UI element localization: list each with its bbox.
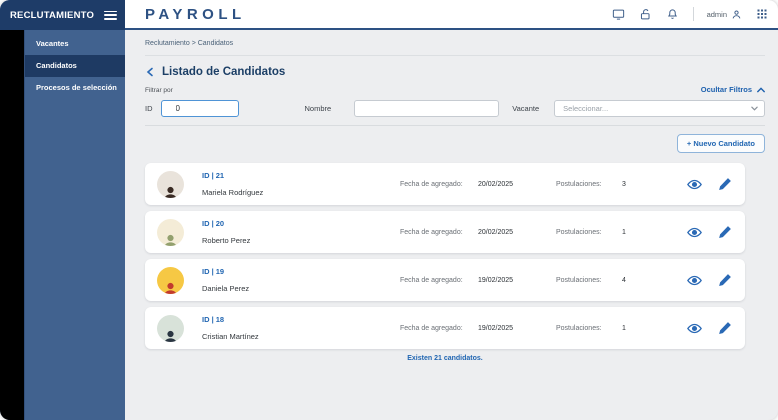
avatar (157, 170, 184, 198)
person-icon (164, 330, 177, 342)
fecha-value: 20/02/2025 (478, 228, 514, 236)
candidate-id: ID | 18 (202, 315, 225, 324)
fecha-label: Fecha de agregado: (400, 276, 463, 284)
edit-candidate-pencil-icon[interactable] (715, 319, 733, 337)
edit-candidate-pencil-icon[interactable] (715, 271, 733, 289)
vacante-filter-label: Vacante (512, 104, 540, 113)
candidate-name: Cristian Martínez (202, 332, 259, 341)
edit-candidate-pencil-icon[interactable] (715, 223, 733, 241)
postulaciones-value: 1 (622, 228, 626, 236)
vacante-select[interactable]: Seleccionar... (554, 100, 765, 117)
sidebar-black-rail (0, 30, 24, 420)
postulaciones-value: 1 (622, 324, 626, 332)
menu-icon[interactable] (104, 10, 117, 20)
view-candidate-eye-icon[interactable] (685, 223, 703, 241)
candidate-info: ID | 18 Cristian Martínez (202, 314, 367, 342)
breadcrumb[interactable]: Reclutamiento > Candidatos (145, 30, 765, 56)
avatar (157, 314, 184, 342)
candidate-card: ID | 18 Cristian Martínez Fecha de agreg… (145, 307, 745, 349)
monitor-icon[interactable] (612, 7, 626, 21)
candidate-id: ID | 21 (202, 171, 225, 180)
filter-by-label: Filtrar por (145, 87, 173, 94)
bell-icon[interactable] (666, 7, 680, 21)
nombre-filter-input[interactable] (354, 100, 500, 117)
fecha-value: 20/02/2025 (478, 180, 514, 188)
topbar-divider (692, 7, 694, 21)
fecha-label: Fecha de agregado: (400, 324, 463, 332)
fecha-label: Fecha de agregado: (400, 180, 463, 188)
candidate-info: ID | 20 Roberto Perez (202, 218, 367, 246)
apps-grid-icon[interactable] (755, 7, 769, 21)
unlock-icon[interactable] (639, 7, 653, 21)
sidebar-menu: Vacantes Candidatos Procesos de selecció… (24, 30, 125, 420)
sidebar-item-procesos[interactable]: Procesos de selección (36, 82, 117, 92)
postulaciones-label: Postulaciones: (556, 180, 602, 188)
topbar-icons: admin (612, 7, 769, 21)
filters-divider (145, 125, 765, 126)
candidate-info: ID | 21 Mariela Rodríguez (202, 170, 367, 198)
sidebar-body: Vacantes Candidatos Procesos de selecció… (0, 30, 125, 420)
avatar (157, 266, 184, 294)
user-icon (732, 10, 741, 19)
nombre-filter-label: Nombre (304, 104, 332, 113)
view-candidate-eye-icon[interactable] (685, 175, 703, 193)
postulaciones-value: 3 (622, 180, 626, 188)
filter-row: ID Nombre Vacante Seleccionar... (145, 100, 765, 117)
hide-filters-label: Ocultar Filtros (700, 85, 752, 94)
person-icon (164, 186, 177, 198)
candidate-card: ID | 19 Daniela Perez Fecha de agregado:… (145, 259, 745, 301)
filter-header: Filtrar por Ocultar Filtros (145, 85, 765, 94)
actions-row: + Nuevo Candidato (145, 134, 765, 153)
postulaciones-label: Postulaciones: (556, 276, 602, 284)
user-label: admin (706, 9, 727, 19)
topbar: PAYROLL admin (125, 0, 778, 30)
back-icon[interactable] (145, 67, 155, 77)
main-area: PAYROLL admin (125, 0, 778, 420)
fecha-label: Fecha de agregado: (400, 228, 463, 236)
chevron-down-icon (751, 106, 758, 111)
chevron-up-icon (757, 86, 765, 92)
candidate-name: Daniela Perez (202, 284, 250, 293)
sidebar-brand-bar: RECLUTAMIENTO (0, 0, 125, 30)
list-count-footer: Existen 21 candidatos. (407, 355, 483, 362)
candidate-name: Roberto Perez (202, 236, 251, 245)
user-menu[interactable]: admin (707, 9, 742, 20)
avatar (157, 218, 184, 246)
postulaciones-label: Postulaciones: (556, 228, 602, 236)
candidate-list: ID | 21 Mariela Rodríguez Fecha de agreg… (145, 163, 745, 349)
edit-candidate-pencil-icon[interactable] (715, 175, 733, 193)
content: Reclutamiento > Candidatos Listado de Ca… (125, 30, 778, 420)
view-candidate-eye-icon[interactable] (685, 319, 703, 337)
person-icon (164, 234, 177, 246)
new-candidate-button[interactable]: + Nuevo Candidato (676, 134, 765, 153)
postulaciones-label: Postulaciones: (556, 324, 602, 332)
view-candidate-eye-icon[interactable] (685, 271, 703, 289)
candidate-info: ID | 19 Daniela Perez (202, 266, 367, 294)
fecha-value: 19/02/2025 (478, 276, 514, 284)
postulaciones-value: 4 (622, 276, 626, 284)
page-title-row: Listado de Candidatos (145, 66, 765, 78)
sidebar-item-candidatos[interactable]: Candidatos (25, 54, 125, 77)
sidebar-brand-title: RECLUTAMIENTO (10, 9, 95, 21)
hide-filters-link[interactable]: Ocultar Filtros (701, 85, 765, 94)
vacante-select-value: Seleccionar... (563, 104, 609, 113)
candidate-name: Mariela Rodríguez (202, 188, 264, 197)
candidate-card: ID | 20 Roberto Perez Fecha de agregado:… (145, 211, 745, 253)
sidebar: RECLUTAMIENTO Vacantes Candidatos Proces… (0, 0, 125, 420)
payroll-logo: PAYROLL (145, 5, 246, 23)
candidate-id: ID | 20 (202, 219, 225, 228)
candidate-card: ID | 21 Mariela Rodríguez Fecha de agreg… (145, 163, 745, 205)
sidebar-item-vacantes[interactable]: Vacantes (36, 39, 69, 48)
id-filter-input[interactable] (160, 100, 239, 117)
fecha-value: 19/02/2025 (478, 324, 514, 332)
person-icon (164, 282, 177, 294)
page-title: Listado de Candidatos (162, 66, 286, 78)
id-filter-label: ID (145, 104, 153, 113)
candidate-id: ID | 19 (202, 267, 225, 276)
